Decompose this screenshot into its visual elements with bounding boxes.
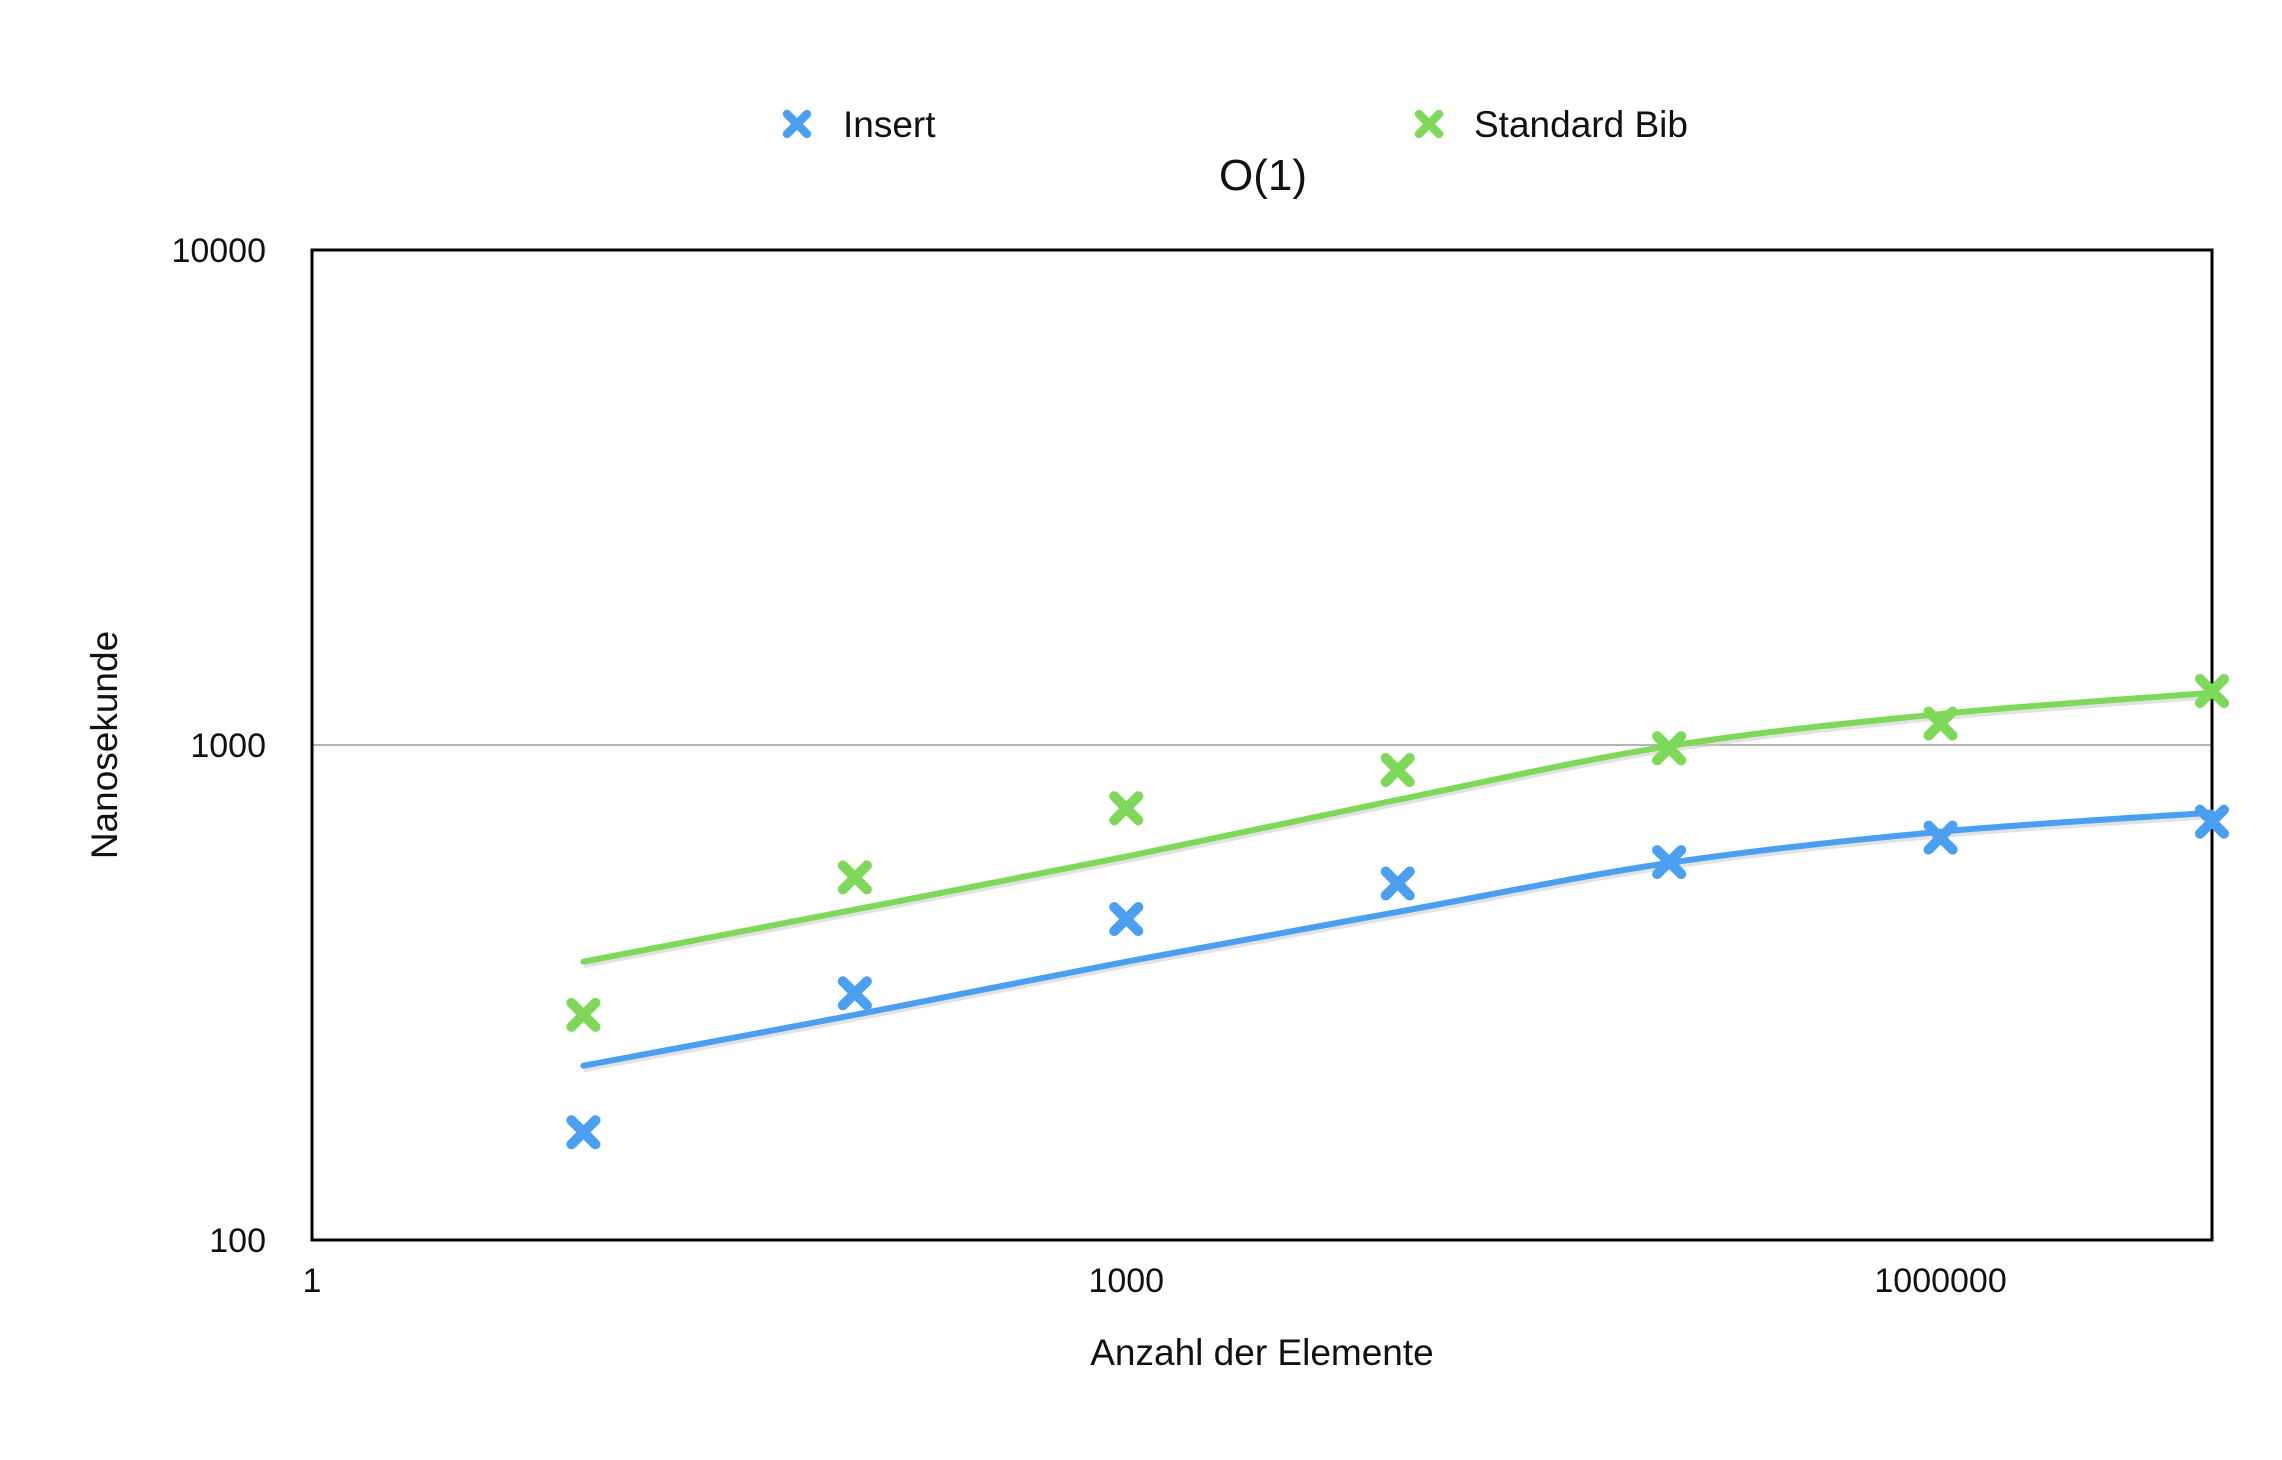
data-point — [1652, 845, 1687, 880]
x-tick-label: 1000000 — [1874, 1262, 2006, 1300]
legend-item: Insert — [782, 104, 936, 145]
marker-stroke — [837, 860, 872, 895]
data-point — [566, 997, 601, 1032]
y-axis-ticks: 100 1000 10000 — [171, 232, 266, 1260]
data-point — [1652, 731, 1687, 766]
y-tick-label: 100 — [209, 1222, 266, 1260]
marker-stroke — [2194, 674, 2230, 709]
marker-stroke — [837, 976, 872, 1011]
data-point — [2194, 674, 2230, 709]
data-point — [1923, 820, 1958, 855]
legend-label: Insert — [843, 104, 936, 145]
marker-stroke — [1380, 753, 1415, 788]
x-axis-title: Anzahl der Elemente — [1090, 1332, 1433, 1373]
marker-stroke — [1652, 845, 1687, 880]
marker-stroke — [1923, 706, 1958, 741]
data-point — [1109, 791, 1144, 826]
x-icon — [1414, 109, 1444, 139]
marker-stroke — [1109, 791, 1144, 826]
trend-line — [580, 689, 2215, 965]
x-axis-ticks: 1 1000 1000000 — [303, 1262, 2007, 1300]
legend: Insert Standard Bib — [782, 104, 1688, 145]
legend-label: Standard Bib — [1474, 104, 1688, 145]
chart-title: O(1) — [1219, 151, 1307, 200]
data-points — [566, 674, 2230, 1150]
data-point — [837, 976, 872, 1011]
x-tick-label: 1000 — [1088, 1262, 1164, 1300]
marker-stroke — [1414, 109, 1444, 139]
data-point — [1923, 706, 1958, 741]
data-point — [1380, 753, 1415, 788]
marker-stroke — [1923, 820, 1958, 855]
marker-stroke — [1109, 902, 1144, 937]
x-tick-label: 1 — [303, 1262, 322, 1300]
x-icon — [782, 109, 812, 139]
marker-stroke — [1380, 866, 1415, 901]
y-axis-title: Nanosekunde — [84, 631, 125, 859]
marker-stroke — [782, 109, 812, 139]
y-tick-label: 10000 — [171, 232, 266, 270]
data-point — [1109, 902, 1144, 937]
marker-stroke — [1652, 731, 1687, 766]
marker-stroke — [566, 1115, 601, 1150]
data-point — [2194, 804, 2230, 839]
y-tick-label: 1000 — [190, 727, 266, 765]
data-point — [837, 860, 872, 895]
legend-item: Standard Bib — [1414, 104, 1688, 145]
data-point — [1380, 866, 1415, 901]
plot-area — [310, 248, 2214, 1242]
data-point — [566, 1115, 601, 1150]
marker-stroke — [2194, 804, 2230, 839]
marker-stroke — [566, 997, 601, 1032]
